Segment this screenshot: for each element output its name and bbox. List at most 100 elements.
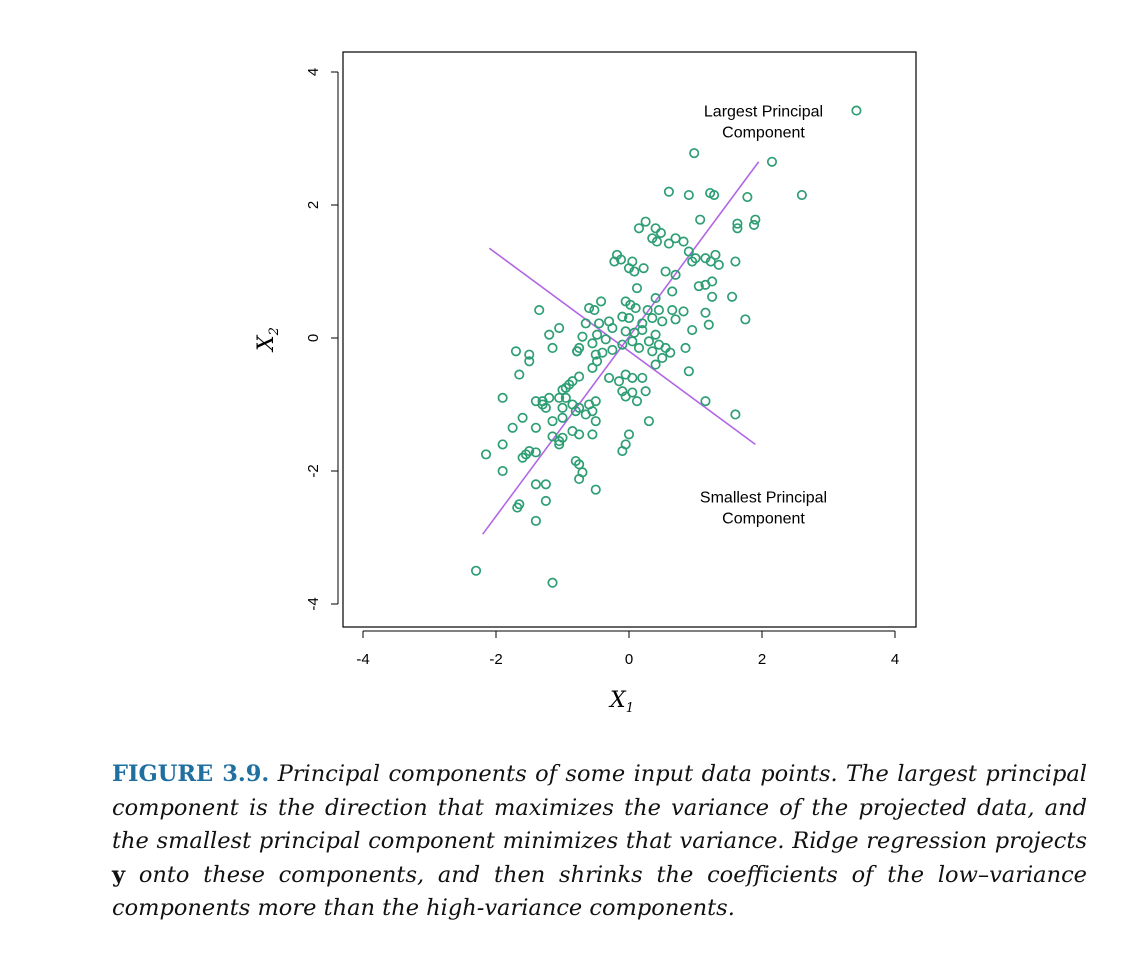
data-point bbox=[613, 376, 625, 387]
data-point bbox=[592, 329, 603, 340]
data-point bbox=[742, 191, 753, 203]
data-point bbox=[700, 396, 711, 407]
data-point bbox=[592, 356, 603, 367]
data-point bbox=[683, 189, 694, 201]
data-point bbox=[512, 502, 523, 513]
data-point bbox=[594, 318, 605, 329]
data-point bbox=[631, 283, 643, 294]
data-point bbox=[587, 429, 598, 440]
y-tick-label: 0 bbox=[305, 334, 322, 342]
data-point bbox=[667, 286, 678, 297]
data-point bbox=[637, 324, 648, 336]
data-point bbox=[620, 391, 631, 402]
x-axis-title: X1 bbox=[608, 688, 634, 716]
data-point bbox=[497, 439, 508, 450]
data-point bbox=[710, 249, 721, 260]
data-point bbox=[766, 156, 778, 167]
data-point bbox=[590, 416, 601, 427]
data-point bbox=[480, 449, 492, 460]
data-point bbox=[693, 281, 704, 292]
data-point bbox=[623, 312, 635, 324]
annotations: Largest Principal Component Smallest Princ… bbox=[700, 104, 827, 528]
data-point bbox=[557, 402, 568, 413]
data-point bbox=[627, 336, 638, 347]
data-point bbox=[560, 392, 571, 403]
x-tick-label: 4 bbox=[891, 651, 899, 668]
data-point bbox=[748, 219, 760, 230]
data-point bbox=[707, 276, 718, 287]
data-point bbox=[517, 452, 528, 463]
data-point bbox=[470, 565, 482, 576]
data-point bbox=[670, 314, 681, 325]
data-point bbox=[497, 465, 508, 477]
data-point bbox=[687, 256, 698, 267]
data-point bbox=[650, 359, 661, 370]
caption-text-1: Principal components of some input data … bbox=[112, 761, 1088, 854]
data-point bbox=[603, 372, 615, 383]
data-point bbox=[617, 339, 628, 350]
data-point bbox=[572, 346, 583, 357]
data-point bbox=[631, 396, 643, 407]
data-point bbox=[574, 473, 585, 485]
data-point bbox=[577, 331, 588, 342]
data-point bbox=[589, 305, 600, 316]
data-point bbox=[530, 515, 541, 526]
data-point bbox=[730, 409, 741, 420]
data-point bbox=[557, 412, 568, 423]
data-point bbox=[530, 422, 541, 433]
data-point bbox=[663, 186, 674, 197]
caption-text-2: onto these components, and then shrinks … bbox=[112, 861, 1087, 922]
data-point bbox=[617, 311, 628, 322]
data-point bbox=[695, 214, 706, 225]
data-point bbox=[580, 409, 591, 420]
data-points bbox=[470, 105, 862, 588]
y-tick-label: 4 bbox=[305, 68, 322, 76]
x-tick-label: 0 bbox=[625, 651, 633, 668]
data-point bbox=[574, 371, 585, 382]
data-point bbox=[638, 263, 649, 274]
data-point bbox=[587, 362, 598, 373]
data-point bbox=[630, 303, 641, 314]
data-point bbox=[713, 259, 724, 270]
data-point bbox=[567, 426, 578, 437]
data-point bbox=[678, 236, 689, 247]
data-point bbox=[540, 495, 551, 506]
caption-y-symbol: y bbox=[112, 861, 126, 888]
smallest-component-label: Smallest Principal Component bbox=[700, 489, 827, 527]
data-point bbox=[727, 291, 738, 302]
data-point bbox=[507, 422, 518, 433]
data-point bbox=[514, 369, 525, 380]
data-point bbox=[633, 223, 645, 234]
data-point bbox=[660, 266, 671, 277]
data-point bbox=[497, 392, 508, 403]
data-point bbox=[796, 189, 807, 201]
data-point bbox=[547, 577, 558, 588]
data-point bbox=[657, 352, 668, 363]
data-point bbox=[640, 386, 651, 397]
scatter-plot: -4 -2 0 2 4 -4 -2 0 2 4 Largest Principal Compone… bbox=[254, 51, 917, 716]
data-point bbox=[689, 148, 700, 159]
data-point bbox=[547, 416, 558, 427]
data-point bbox=[670, 269, 681, 280]
data-point bbox=[609, 256, 620, 267]
data-point bbox=[510, 346, 521, 357]
data-point bbox=[705, 256, 716, 267]
data-point bbox=[540, 479, 551, 490]
data-point bbox=[607, 344, 618, 356]
data-point bbox=[750, 214, 761, 225]
data-point bbox=[732, 218, 743, 229]
data-point bbox=[650, 223, 661, 234]
data-point bbox=[554, 322, 565, 334]
data-point bbox=[642, 305, 653, 316]
data-point bbox=[617, 445, 628, 457]
data-point bbox=[650, 293, 661, 304]
data-point bbox=[653, 305, 664, 316]
plot-frame bbox=[342, 51, 917, 628]
data-point bbox=[640, 216, 651, 227]
data-point bbox=[680, 342, 691, 354]
data-point bbox=[700, 307, 711, 318]
data-point bbox=[584, 303, 595, 314]
data-point bbox=[651, 236, 662, 247]
data-point bbox=[683, 366, 694, 377]
data-point bbox=[580, 318, 591, 329]
